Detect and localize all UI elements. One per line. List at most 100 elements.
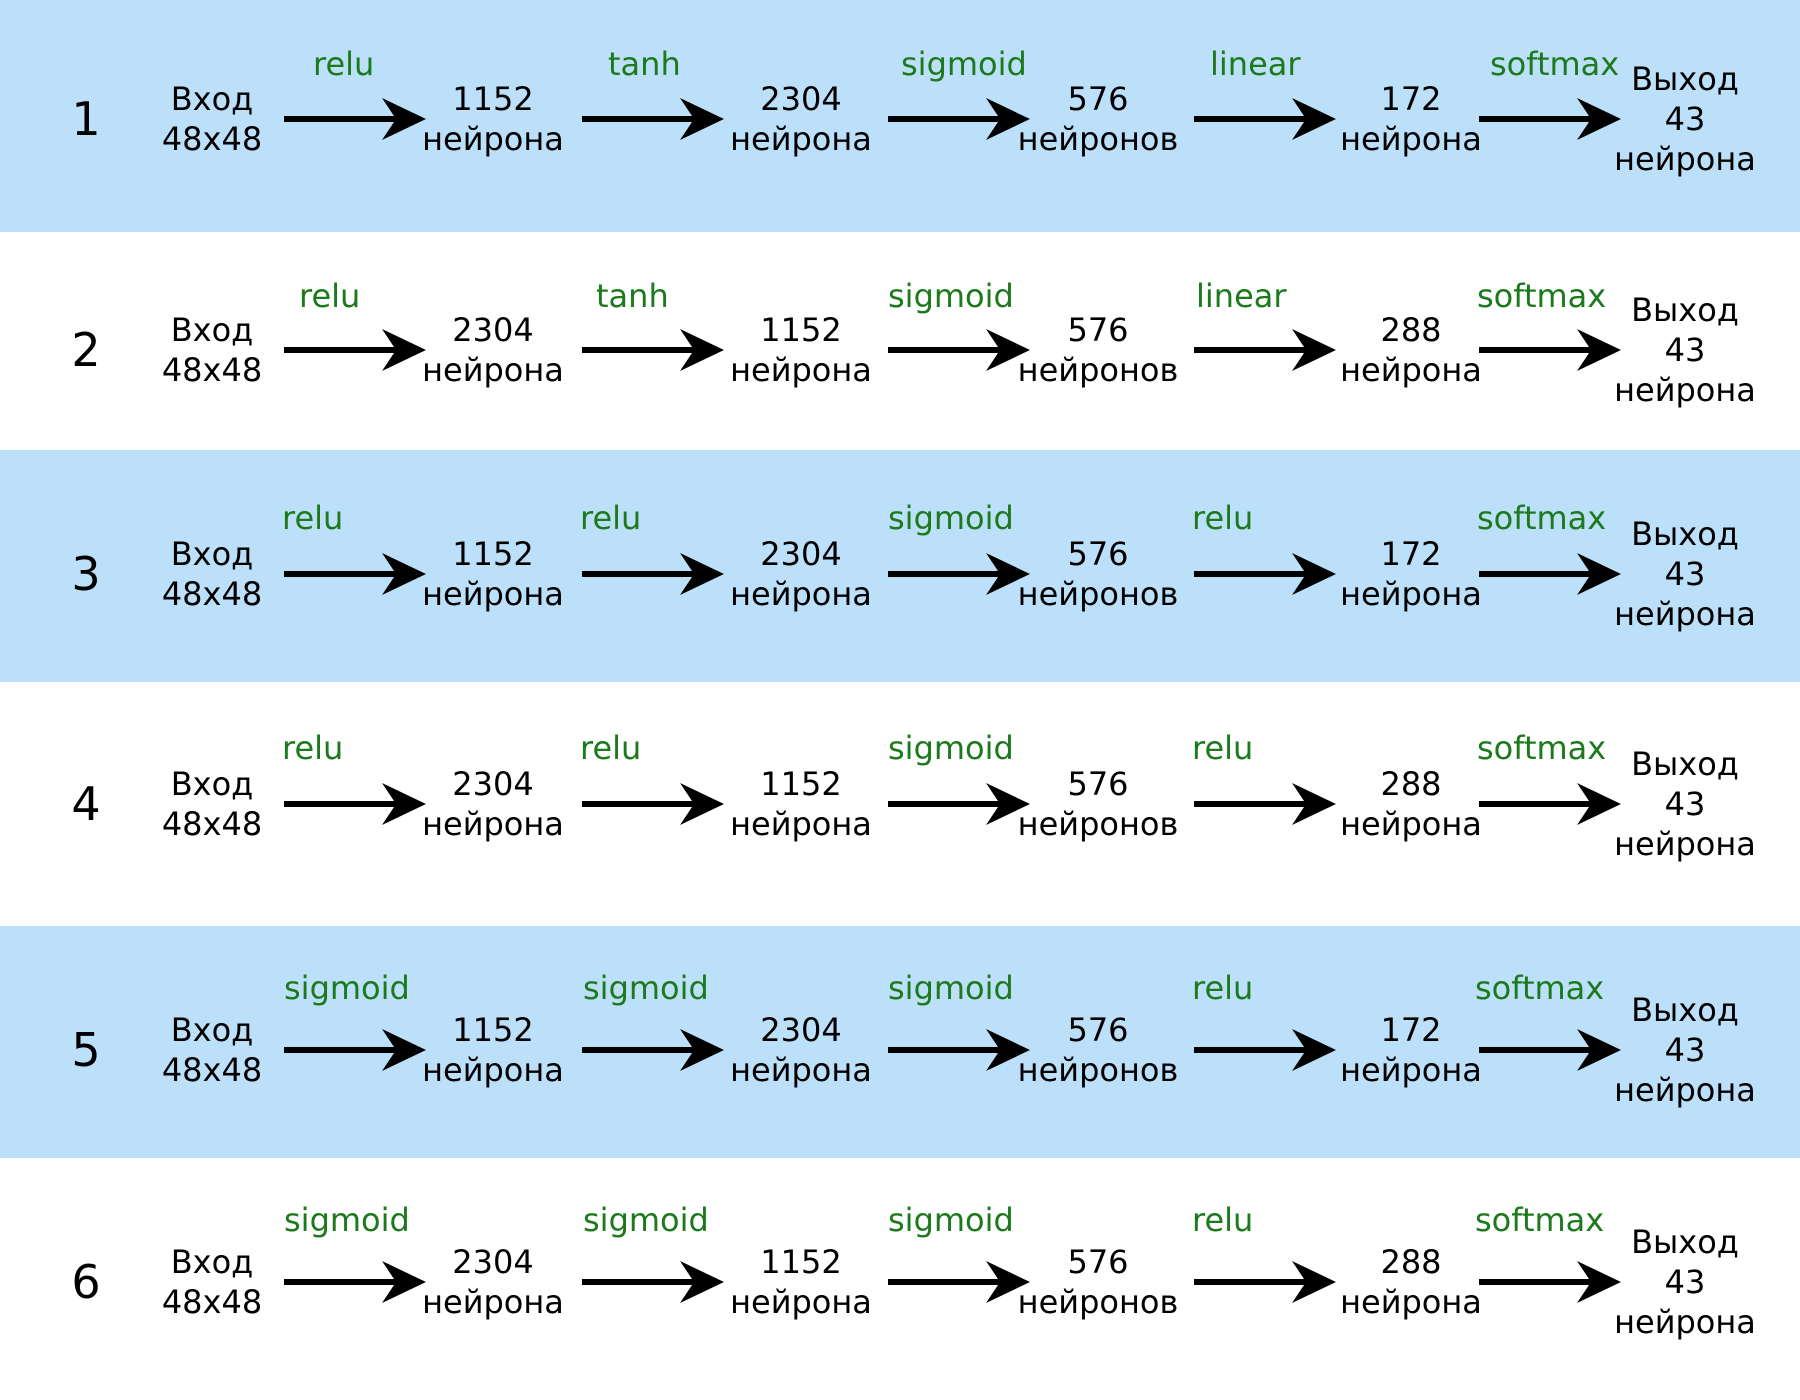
arrow-head bbox=[1292, 783, 1336, 825]
activation-label: softmax bbox=[1477, 277, 1607, 315]
arrow-icon bbox=[284, 329, 426, 371]
neuron-count: 288 bbox=[1380, 765, 1442, 803]
neuron-count: 2304 bbox=[452, 1243, 534, 1281]
neuron-unit: нейрона bbox=[730, 1283, 872, 1321]
neuron-unit: нейронов bbox=[1017, 575, 1179, 613]
output-count: 43 bbox=[1664, 331, 1706, 369]
neuron-unit: нейронов bbox=[1017, 120, 1179, 158]
hidden-layer-node: 576 нейронов bbox=[1013, 310, 1183, 390]
arrow-head bbox=[680, 1261, 724, 1303]
arrow-icon bbox=[582, 1261, 724, 1303]
input-label: Вход bbox=[170, 535, 254, 573]
input-size: 48x48 bbox=[161, 120, 263, 158]
arrow-head bbox=[986, 1029, 1030, 1071]
arrow-icon bbox=[888, 553, 1030, 595]
arrow-icon bbox=[284, 98, 426, 140]
activation-label: sigmoid bbox=[888, 1201, 1014, 1239]
arrow-head bbox=[1292, 553, 1336, 595]
input-label: Вход bbox=[170, 311, 254, 349]
architecture-row: 4 Вход 48x48 relu relu sigmoid relu softmax 2304… bbox=[0, 682, 1800, 926]
hidden-layer-node: 288 нейрона bbox=[1326, 764, 1496, 844]
output-unit: нейрона bbox=[1614, 140, 1756, 178]
arrow-icon bbox=[888, 329, 1030, 371]
arrow-head bbox=[680, 98, 724, 140]
activation-label: sigmoid bbox=[583, 969, 709, 1007]
arrow-head bbox=[1577, 1029, 1621, 1071]
output-node: Выход 43 нейрона bbox=[1600, 290, 1770, 410]
arrow-icon bbox=[1479, 1261, 1621, 1303]
activation-label: softmax bbox=[1475, 969, 1605, 1007]
activation-label: relu bbox=[282, 729, 344, 767]
neuron-unit: нейрона bbox=[730, 351, 872, 389]
output-label: Выход bbox=[1631, 291, 1739, 329]
hidden-layer-node: 1152 нейрона bbox=[716, 764, 886, 844]
output-unit: нейрона bbox=[1614, 595, 1756, 633]
output-node: Выход 43 нейрона bbox=[1600, 59, 1770, 179]
arrow-icon bbox=[582, 1029, 724, 1071]
arrow-head bbox=[680, 553, 724, 595]
hidden-layer-node: 172 нейрона bbox=[1326, 1010, 1496, 1090]
neuron-unit: нейрона bbox=[1340, 120, 1482, 158]
activation-label: sigmoid bbox=[888, 729, 1014, 767]
arrow-icon bbox=[1479, 783, 1621, 825]
neuron-count: 1152 bbox=[452, 1011, 534, 1049]
hidden-layer-node: 576 нейронов bbox=[1013, 534, 1183, 614]
arrow-head bbox=[1577, 98, 1621, 140]
input-node: Вход 48x48 bbox=[127, 79, 297, 159]
neuron-unit: нейрона bbox=[422, 575, 564, 613]
activation-label: linear bbox=[1196, 277, 1287, 315]
arrow-icon bbox=[1479, 98, 1621, 140]
neuron-count: 1152 bbox=[760, 1243, 842, 1281]
activation-label: relu bbox=[1192, 499, 1254, 537]
neuron-unit: нейронов bbox=[1017, 351, 1179, 389]
output-label: Выход bbox=[1631, 515, 1739, 553]
output-node: Выход 43 нейрона bbox=[1600, 990, 1770, 1110]
neuron-unit: нейрона bbox=[1340, 1283, 1482, 1321]
neuron-unit: нейрона bbox=[1340, 805, 1482, 843]
output-unit: нейрона bbox=[1614, 1303, 1756, 1341]
activation-label: relu bbox=[1192, 969, 1254, 1007]
neuron-count: 2304 bbox=[760, 80, 842, 118]
architecture-row: 5 Вход 48x48 sigmoid sigmoid sigmoid relu softm… bbox=[0, 926, 1800, 1158]
arrow-icon bbox=[284, 1261, 426, 1303]
input-node: Вход 48x48 bbox=[127, 764, 297, 844]
hidden-layer-node: 2304 нейрона bbox=[408, 310, 578, 390]
arrow-icon bbox=[1194, 329, 1336, 371]
neuron-unit: нейрона bbox=[730, 575, 872, 613]
output-count: 43 bbox=[1664, 1263, 1706, 1301]
arrow-icon bbox=[1194, 1261, 1336, 1303]
neuron-unit: нейрона bbox=[1340, 575, 1482, 613]
hidden-layer-node: 1152 нейрона bbox=[716, 1242, 886, 1322]
input-size: 48x48 bbox=[161, 575, 263, 613]
output-label: Выход bbox=[1631, 60, 1739, 98]
hidden-layer-node: 1152 нейрона bbox=[408, 1010, 578, 1090]
hidden-layer-node: 288 нейрона bbox=[1326, 1242, 1496, 1322]
neuron-count: 1152 bbox=[452, 535, 534, 573]
arrow-head bbox=[986, 98, 1030, 140]
arrow-icon bbox=[1194, 1029, 1336, 1071]
neuron-count: 2304 bbox=[760, 535, 842, 573]
neuron-count: 2304 bbox=[452, 311, 534, 349]
arrow-head bbox=[680, 1029, 724, 1071]
arrow-head bbox=[382, 1261, 426, 1303]
neuron-count: 576 bbox=[1067, 311, 1129, 349]
input-size: 48x48 bbox=[161, 805, 263, 843]
neuron-count: 172 bbox=[1380, 535, 1442, 573]
arrow-icon bbox=[1194, 98, 1336, 140]
activation-label: relu bbox=[313, 45, 375, 83]
architecture-row: 2 Вход 48x48 relu tanh sigmoid linear softmax 23… bbox=[0, 232, 1800, 450]
neuron-unit: нейронов bbox=[1017, 805, 1179, 843]
neuron-unit: нейрона bbox=[422, 1283, 564, 1321]
output-count: 43 bbox=[1664, 785, 1706, 823]
output-count: 43 bbox=[1664, 100, 1706, 138]
hidden-layer-node: 2304 нейрона bbox=[716, 534, 886, 614]
neuron-count: 172 bbox=[1380, 80, 1442, 118]
input-node: Вход 48x48 bbox=[127, 1242, 297, 1322]
output-label: Выход bbox=[1631, 1223, 1739, 1261]
arrow-head bbox=[986, 783, 1030, 825]
activation-label: relu bbox=[1192, 729, 1254, 767]
activation-label: relu bbox=[299, 277, 361, 315]
activation-label: relu bbox=[580, 729, 642, 767]
neuron-count: 576 bbox=[1067, 765, 1129, 803]
